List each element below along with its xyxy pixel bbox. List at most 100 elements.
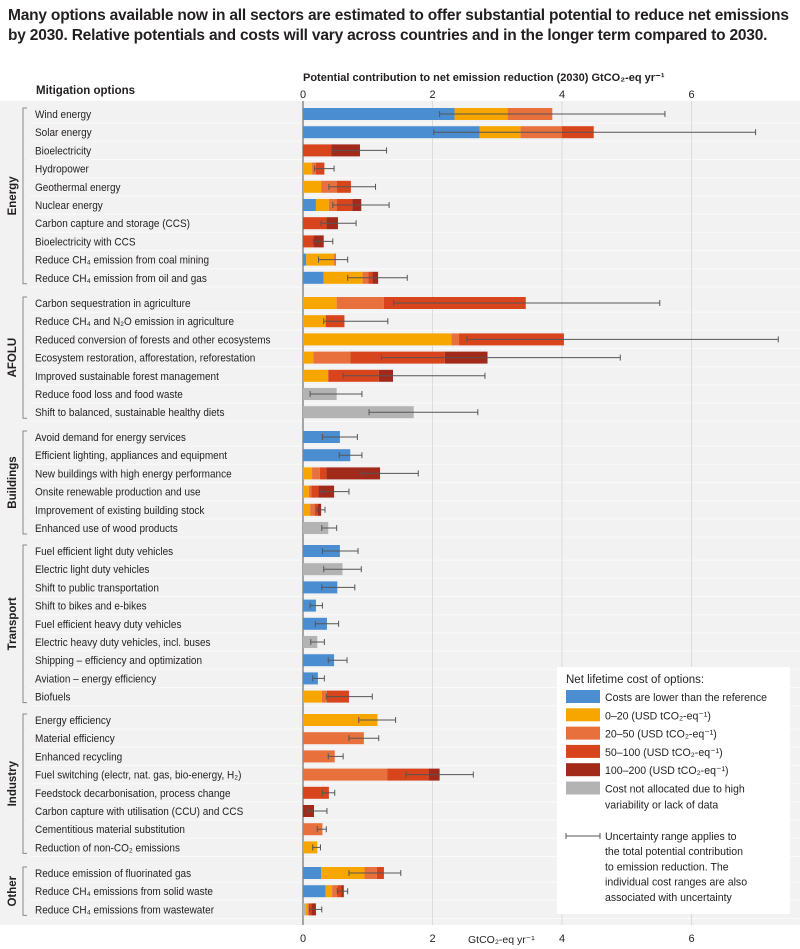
- group-label-energy: Energy: [7, 176, 19, 216]
- bar-segment-0-20: [303, 369, 329, 382]
- bar-row: Bioelectricity: [35, 144, 388, 158]
- bar-segment-50-100: [303, 144, 332, 157]
- bar-segment-lower: [303, 199, 316, 211]
- legend: Net lifetime cost of options: Costs are l…: [557, 667, 790, 914]
- bar-row: Improved sustainable forest management: [35, 369, 486, 383]
- legend-label: 0–20 (USD tCO₂-eq⁻¹): [605, 710, 711, 722]
- option-label: Reduction of non-CO₂ emissions: [35, 842, 180, 855]
- bar-segment-lower: [303, 599, 316, 612]
- option-label: Reduce emission of fluorinated gas: [35, 867, 191, 880]
- bar-segment-20-50: [303, 768, 388, 781]
- legend-uncertainty-text: associated with uncertainty: [605, 891, 732, 903]
- bar-row: Enhanced use of wood products: [35, 522, 338, 535]
- group-label-afolu: AFOLU: [7, 338, 19, 378]
- bar-segment-0-20: [303, 467, 313, 480]
- option-label: Fuel efficient heavy duty vehicles: [35, 618, 181, 631]
- x-axis-title-bottom: GtCO₂-eq yr⁻¹: [468, 934, 535, 946]
- bar-row: Geothermal energy: [35, 180, 377, 194]
- bar-row: Energy efficiency: [35, 714, 397, 727]
- legend-label: 100–200 (USD tCO₂-eq⁻¹): [605, 765, 729, 777]
- group-label-transport: Transport: [7, 597, 19, 650]
- option-label: Wind energy: [35, 108, 92, 121]
- bar-segment-lower: [303, 654, 335, 667]
- bar-segment-0-20: [303, 485, 309, 498]
- option-label: Avoid demand for energy services: [35, 431, 186, 444]
- option-label: Fuel switching (electr, nat. gas, bio-en…: [35, 769, 241, 782]
- bar-row: Reduction of non-CO₂ emissions: [35, 841, 321, 855]
- option-label: Shift to public transportation: [35, 582, 159, 595]
- bar-segment-na: [303, 406, 414, 419]
- option-label: Feedstock decarbonisation, process chang…: [35, 787, 231, 800]
- bar-segment-0-20: [305, 903, 308, 916]
- group-bracket: [22, 107, 27, 285]
- bar-segment-na: [303, 903, 306, 916]
- legend-swatch-na: [566, 781, 600, 795]
- option-label: Improved sustainable forest management: [35, 370, 219, 383]
- legend-label: 50–100 (USD tCO₂-eq⁻¹): [605, 747, 723, 759]
- option-label: Ecosystem restoration, afforestation, re…: [35, 352, 255, 365]
- bar-row: Biofuels: [35, 690, 373, 704]
- option-label: Shipping – efficiency and optimization: [35, 655, 202, 668]
- bar-row: Wind energy: [35, 108, 666, 121]
- bar-segment-20-50: [332, 885, 338, 898]
- option-label: Carbon capture with utilisation (CCU) an…: [35, 805, 243, 818]
- legend-label: variability or lack of data: [605, 799, 719, 811]
- group-label-other: Other: [7, 875, 19, 906]
- option-label: Enhanced recycling: [35, 751, 122, 764]
- option-label: Reduced conversion of forests and other …: [35, 334, 271, 347]
- bar-segment-20-50: [310, 503, 315, 516]
- option-label: Bioelectricity with CCS: [35, 236, 136, 249]
- bar-segment-50-100: [303, 235, 315, 248]
- bar-segment-lower: [303, 271, 324, 284]
- group-bracket: [22, 866, 27, 916]
- group-label-buildings: Buildings: [7, 456, 19, 508]
- bar-segment-na: [303, 563, 343, 576]
- option-label: Bioelectricity: [35, 145, 92, 158]
- bar-row: Cementitious material substitution: [35, 823, 327, 836]
- bar-segment-lower: [303, 581, 338, 594]
- option-label: Aviation – energy efficiency: [35, 673, 157, 686]
- bar-row: Avoid demand for energy services: [35, 431, 358, 444]
- bar-segment-0-20: [323, 271, 363, 284]
- bar-segment-20-50: [307, 903, 309, 916]
- bar-row: Solar energy: [35, 126, 757, 139]
- bar-row: Reduce food loss and food waste: [35, 388, 363, 401]
- bar-segment-20-50: [312, 467, 320, 480]
- bar-segment-20-50: [312, 162, 316, 175]
- bar-segment-0-20: [303, 841, 318, 854]
- x-tick-label-top: 6: [688, 89, 694, 101]
- x-tick-label-top: 2: [429, 89, 435, 101]
- bar-segment-20-50: [303, 750, 335, 763]
- bar-segment-lower: [303, 431, 340, 443]
- bar-row: Reduce CH₄ emissions from solid waste: [35, 885, 349, 899]
- bar-row: Shipping – efficiency and optimization: [35, 654, 348, 668]
- bar-segment-20-50: [451, 333, 460, 346]
- bar-segment-50-100: [311, 485, 319, 498]
- bar-segment-0-20: [303, 333, 452, 346]
- bar-segment-20-50: [313, 351, 351, 364]
- legend-swatch-20-50: [566, 726, 600, 740]
- x-tick-label-bottom: 2: [429, 933, 435, 945]
- bar-segment-lower: [303, 108, 455, 120]
- option-label: Reduce CH₄ emissions from solid waste: [35, 886, 213, 899]
- option-label: Nuclear energy: [35, 199, 103, 212]
- legend-swatch-50-100: [566, 744, 600, 758]
- option-label: Energy efficiency: [35, 714, 111, 727]
- bar-segment-0-20: [303, 503, 311, 516]
- legend-swatch-100-200: [566, 763, 600, 777]
- bar-segment-lower: [303, 885, 326, 898]
- option-label: Shift to balanced, sustainable healthy d…: [35, 407, 224, 420]
- group-bracket: [22, 296, 27, 419]
- legend-label: Costs are lower than the reference: [605, 692, 767, 704]
- option-label: Onsite renewable production and use: [35, 486, 201, 499]
- figure-title: Many options available now in all sector…: [8, 7, 789, 44]
- bar-row: Carbon capture and storage (CCS): [35, 217, 357, 231]
- legend-swatch-lower: [566, 690, 600, 703]
- bar-row: Onsite renewable production and use: [35, 485, 350, 499]
- bar-row: Hydropower: [35, 162, 335, 176]
- option-label: Electric heavy duty vehicles, incl. buse…: [35, 636, 211, 649]
- option-label: Reduce food loss and food waste: [35, 388, 183, 401]
- option-label: Carbon capture and storage (CCS): [35, 218, 190, 231]
- legend-uncertainty-text: individual cost ranges are also: [605, 876, 747, 888]
